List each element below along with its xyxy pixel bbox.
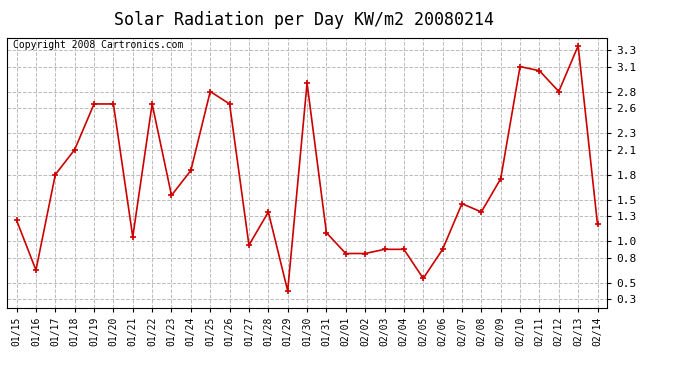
Text: Solar Radiation per Day KW/m2 20080214: Solar Radiation per Day KW/m2 20080214 xyxy=(114,11,493,29)
Text: Copyright 2008 Cartronics.com: Copyright 2008 Cartronics.com xyxy=(13,40,184,50)
